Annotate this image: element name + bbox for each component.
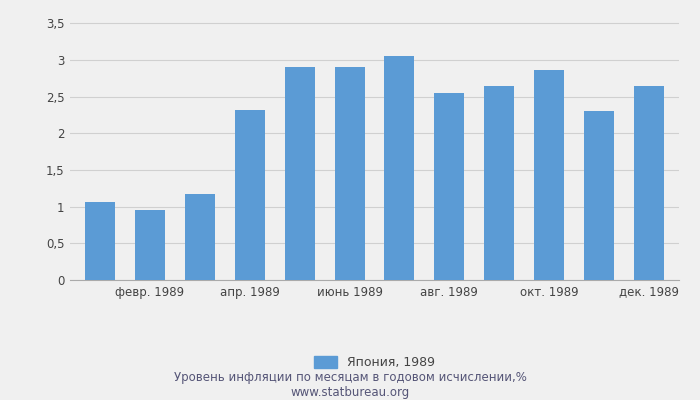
Bar <box>484 86 514 280</box>
Bar <box>435 93 464 280</box>
Bar <box>135 210 164 280</box>
Text: www.statbureau.org: www.statbureau.org <box>290 386 410 399</box>
Bar <box>285 67 314 280</box>
Bar <box>234 110 265 280</box>
Text: Уровень инфляции по месяцам в годовом исчислении,%: Уровень инфляции по месяцам в годовом ис… <box>174 372 526 384</box>
Bar <box>534 70 564 280</box>
Legend: Япония, 1989: Япония, 1989 <box>309 351 440 374</box>
Bar <box>384 56 414 280</box>
Bar <box>185 194 215 280</box>
Bar <box>85 202 115 280</box>
Bar <box>634 86 664 280</box>
Bar <box>584 111 614 280</box>
Bar <box>335 67 365 280</box>
